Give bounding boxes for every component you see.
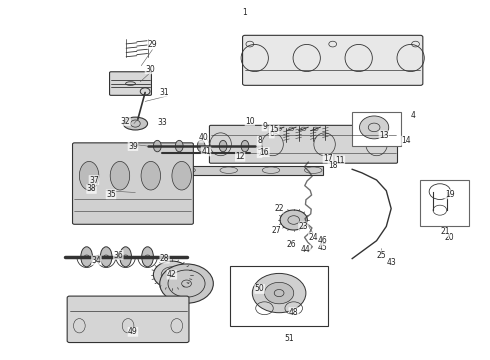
Text: 22: 22 bbox=[274, 204, 284, 213]
Text: 19: 19 bbox=[445, 190, 454, 199]
Text: 10: 10 bbox=[245, 117, 255, 126]
Ellipse shape bbox=[100, 247, 112, 267]
Text: 41: 41 bbox=[201, 147, 211, 156]
Text: 43: 43 bbox=[386, 258, 396, 267]
Text: 8: 8 bbox=[257, 136, 262, 145]
Text: 9: 9 bbox=[262, 122, 267, 131]
FancyBboxPatch shape bbox=[243, 35, 423, 85]
Text: 27: 27 bbox=[272, 225, 281, 234]
Ellipse shape bbox=[252, 273, 306, 313]
Ellipse shape bbox=[241, 140, 249, 152]
Ellipse shape bbox=[265, 282, 294, 304]
Text: 23: 23 bbox=[298, 222, 308, 231]
FancyBboxPatch shape bbox=[110, 72, 151, 95]
Text: 18: 18 bbox=[328, 161, 338, 170]
Text: 21: 21 bbox=[440, 227, 449, 236]
Ellipse shape bbox=[79, 161, 99, 190]
Ellipse shape bbox=[153, 261, 191, 288]
Ellipse shape bbox=[219, 140, 227, 152]
Ellipse shape bbox=[141, 161, 161, 190]
Text: 33: 33 bbox=[157, 118, 167, 127]
Ellipse shape bbox=[197, 140, 205, 152]
Text: 24: 24 bbox=[308, 233, 318, 242]
Text: 30: 30 bbox=[145, 65, 155, 74]
Text: 20: 20 bbox=[445, 233, 454, 242]
Text: 49: 49 bbox=[128, 327, 138, 336]
Text: 38: 38 bbox=[87, 184, 97, 193]
Text: 45: 45 bbox=[318, 243, 328, 252]
Text: 1: 1 bbox=[243, 8, 247, 17]
FancyBboxPatch shape bbox=[177, 166, 323, 175]
Text: 17: 17 bbox=[323, 154, 333, 163]
Bar bbox=[230, 266, 328, 327]
Text: 29: 29 bbox=[147, 40, 157, 49]
Text: 35: 35 bbox=[106, 190, 116, 199]
Ellipse shape bbox=[280, 210, 307, 230]
Text: 14: 14 bbox=[401, 136, 411, 145]
Text: 40: 40 bbox=[199, 133, 208, 142]
Ellipse shape bbox=[360, 116, 389, 139]
Text: 26: 26 bbox=[287, 240, 296, 249]
Ellipse shape bbox=[142, 247, 153, 267]
Text: 25: 25 bbox=[377, 251, 386, 260]
Text: 34: 34 bbox=[92, 256, 101, 265]
Text: 50: 50 bbox=[255, 284, 265, 293]
Ellipse shape bbox=[172, 161, 192, 190]
FancyBboxPatch shape bbox=[67, 296, 189, 342]
Text: 39: 39 bbox=[128, 141, 138, 150]
Ellipse shape bbox=[169, 273, 175, 277]
Ellipse shape bbox=[175, 140, 183, 152]
Text: 32: 32 bbox=[121, 117, 130, 126]
Text: 13: 13 bbox=[379, 131, 389, 140]
Bar bbox=[352, 112, 401, 146]
Text: 31: 31 bbox=[160, 88, 170, 97]
Ellipse shape bbox=[81, 247, 93, 267]
Ellipse shape bbox=[160, 264, 213, 303]
Text: 7: 7 bbox=[257, 149, 262, 158]
Text: 48: 48 bbox=[289, 308, 298, 317]
Ellipse shape bbox=[153, 140, 161, 152]
Text: 44: 44 bbox=[301, 245, 311, 254]
Text: 51: 51 bbox=[284, 334, 294, 343]
Text: 11: 11 bbox=[335, 156, 345, 165]
FancyBboxPatch shape bbox=[73, 143, 194, 224]
Ellipse shape bbox=[110, 161, 130, 190]
Text: 4: 4 bbox=[411, 111, 416, 120]
Text: 12: 12 bbox=[235, 152, 245, 161]
Bar bbox=[420, 180, 469, 226]
Text: 6: 6 bbox=[270, 129, 274, 138]
Text: 28: 28 bbox=[160, 254, 170, 263]
Text: 46: 46 bbox=[318, 236, 328, 245]
Text: 36: 36 bbox=[114, 251, 123, 260]
Ellipse shape bbox=[120, 247, 131, 267]
Text: 16: 16 bbox=[260, 148, 270, 157]
Text: 42: 42 bbox=[167, 270, 177, 279]
FancyBboxPatch shape bbox=[209, 125, 397, 163]
Text: 37: 37 bbox=[89, 176, 99, 185]
Text: 15: 15 bbox=[270, 126, 279, 135]
Ellipse shape bbox=[123, 117, 147, 130]
